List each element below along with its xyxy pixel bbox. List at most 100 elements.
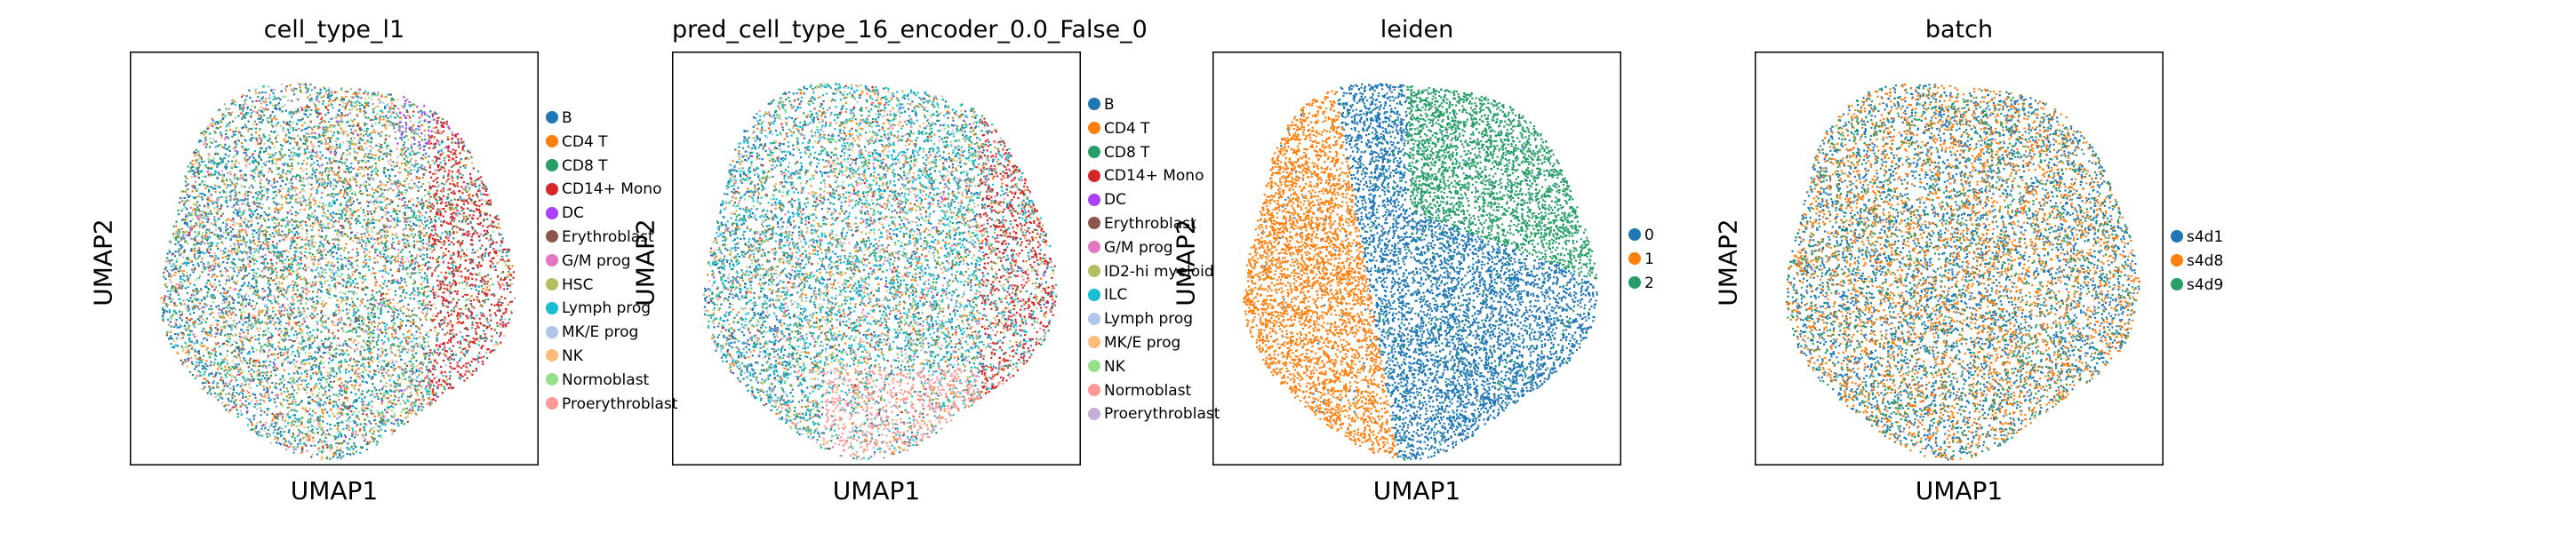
- legend-marker: [1088, 241, 1100, 254]
- legend-item: Lymph prog: [546, 297, 677, 321]
- series-points-11: [169, 85, 512, 453]
- series-points-5: [162, 83, 512, 447]
- legend: B CD4 T CD8 T CD14+ Mono DC Erythroblast…: [546, 107, 677, 416]
- series-points-8: [162, 85, 508, 457]
- legend-label: ID2-hi myeloid: [1104, 263, 1214, 281]
- legend-label: Normoblast: [1104, 382, 1191, 400]
- legend-item: Proerythroblast: [546, 393, 677, 417]
- legend-marker: [1088, 169, 1100, 182]
- legend-label: CD8 T: [562, 157, 608, 175]
- legend-marker: [1088, 407, 1100, 420]
- series-points-3: [164, 91, 516, 451]
- legend-label: Proerythroblast: [562, 395, 677, 413]
- legend-item: CD4 T: [1088, 117, 1220, 141]
- legend-label: Lymph prog: [562, 299, 651, 317]
- legend-item: 0: [1628, 224, 1654, 248]
- legend-marker: [546, 301, 558, 314]
- legend-label: Normoblast: [562, 371, 649, 389]
- scatter-plot-area: [1755, 52, 2164, 465]
- legend-marker: [546, 206, 558, 219]
- legend-label: Erythroblast: [562, 228, 654, 246]
- legend-marker: [1628, 228, 1641, 242]
- legend-label: CD14+ Mono: [562, 180, 661, 198]
- legend-item: NK: [1088, 355, 1220, 379]
- legend-label: s4d8: [2187, 252, 2223, 270]
- panel-batch: batch UMAP1 UMAP2 s4d1 s4d8 s4d9: [1714, 0, 2341, 533]
- legend-item: G/M prog: [546, 250, 677, 274]
- legend-marker: [1088, 193, 1100, 206]
- legend-item: CD14+ Mono: [546, 178, 677, 202]
- legend-item: CD4 T: [546, 131, 677, 155]
- scatter-svg: [1212, 52, 1621, 465]
- legend-marker: [1088, 122, 1100, 135]
- legend-item: DC: [546, 202, 677, 226]
- y-axis-label: UMAP2: [89, 174, 118, 352]
- legend-item: MK/E prog: [546, 321, 677, 345]
- legend-label: CD8 T: [1104, 144, 1150, 162]
- scatter-svg: [130, 52, 539, 465]
- legend-label: DC: [1104, 191, 1126, 209]
- legend-label: 2: [1644, 274, 1654, 292]
- legend-item: s4d1: [2171, 226, 2223, 250]
- legend-marker: [1088, 383, 1100, 396]
- legend: B CD4 T CD8 T CD14+ Mono DC Erythroblast…: [1088, 93, 1220, 426]
- legend-item: MK/E prog: [1088, 331, 1220, 355]
- legend-marker: [546, 230, 558, 243]
- legend-item: Erythroblast: [546, 226, 677, 250]
- legend-marker: [546, 111, 558, 124]
- legend-label: Lymph prog: [1104, 310, 1193, 328]
- y-axis-label: UMAP2: [1172, 174, 1201, 352]
- legend: 0 1 2: [1628, 224, 1654, 295]
- legend-marker: [1088, 360, 1100, 373]
- legend-label: s4d9: [2187, 276, 2223, 294]
- chart-title: batch: [1755, 16, 2164, 44]
- legend-item: Lymph prog: [1088, 307, 1220, 331]
- legend-marker: [1628, 276, 1641, 289]
- legend-label: CD14+ Mono: [1104, 167, 1204, 185]
- legend-marker: [546, 396, 558, 410]
- legend-label: G/M prog: [1104, 239, 1173, 257]
- plot-frame: [1755, 52, 2164, 465]
- legend-marker: [546, 325, 558, 338]
- legend-marker: [2171, 278, 2183, 290]
- legend-label: Erythroblast: [1104, 215, 1196, 233]
- x-axis-label: UMAP1: [1755, 476, 2164, 505]
- legend-item: s4d8: [2171, 250, 2223, 274]
- legend-label: NK: [1104, 358, 1125, 376]
- legend-marker: [1088, 146, 1100, 158]
- legend-marker: [1088, 98, 1100, 111]
- legend-label: s4d1: [2187, 228, 2223, 246]
- scatter-plot-area: [672, 52, 1081, 465]
- series-points-9: [170, 83, 514, 449]
- legend-label: MK/E prog: [562, 323, 638, 341]
- legend-label: ILC: [1104, 286, 1127, 304]
- legend-item: 2: [1628, 272, 1654, 296]
- legend-item: G/M prog: [1088, 236, 1220, 260]
- series-points-0: [1245, 83, 1598, 461]
- plot-frame: [1212, 52, 1621, 465]
- legend-marker: [2171, 230, 2183, 243]
- legend-marker: [1088, 336, 1100, 349]
- legend-marker: [546, 135, 558, 148]
- plot-frame: [130, 52, 539, 465]
- legend-marker: [546, 159, 558, 171]
- legend-label: 1: [1644, 251, 1654, 268]
- legend-item: s4d9: [2171, 274, 2223, 298]
- legend-item: NK: [546, 345, 677, 369]
- legend-label: CD4 T: [562, 133, 608, 151]
- legend-label: G/M prog: [562, 252, 631, 270]
- legend-item: CD8 T: [546, 155, 677, 179]
- legend-marker: [1628, 252, 1641, 266]
- series-points-2: [1337, 85, 1597, 461]
- legend-marker: [546, 277, 558, 290]
- plot-frame: [672, 52, 1081, 465]
- legend-marker: [546, 373, 558, 386]
- legend-item: Erythroblast: [1088, 212, 1220, 236]
- legend-marker: [1088, 217, 1100, 230]
- legend-label: Proerythroblast: [1104, 405, 1220, 423]
- scatter-svg: [672, 52, 1081, 465]
- series-points-11: [709, 84, 1052, 461]
- series-points-1: [1243, 90, 1397, 458]
- legend-marker: [546, 349, 558, 362]
- legend-label: NK: [562, 347, 583, 365]
